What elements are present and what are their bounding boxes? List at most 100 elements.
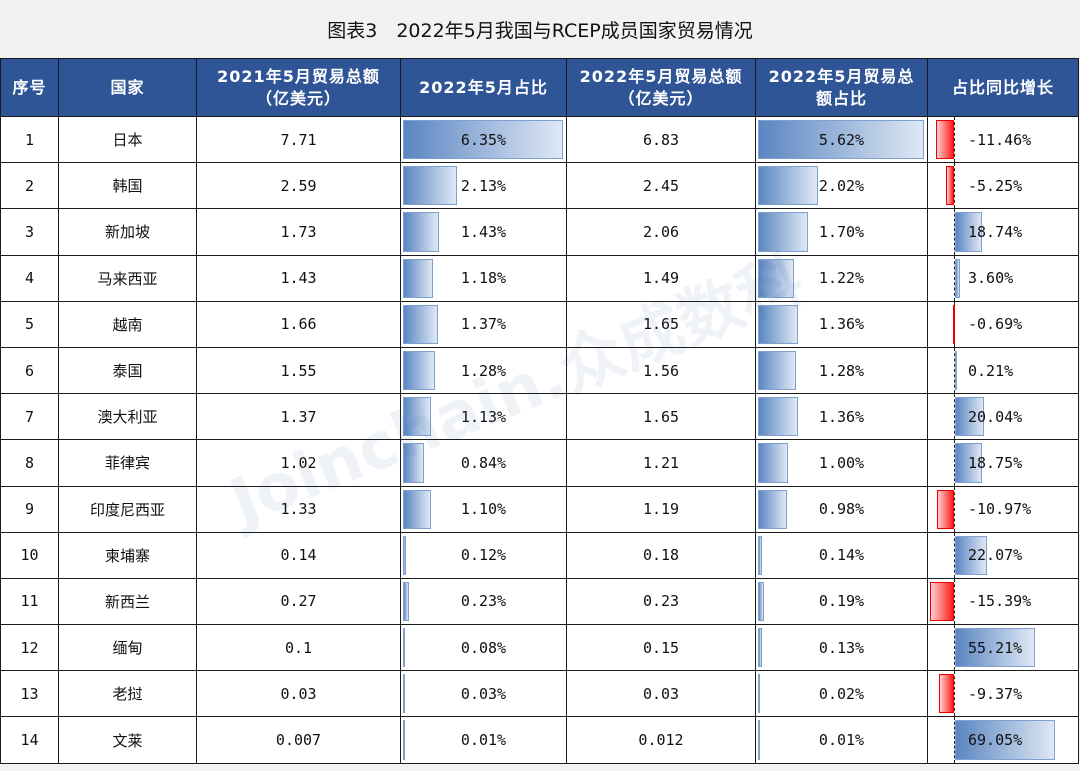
cell-value: 0.21% <box>968 361 1014 380</box>
cell-value: 1.37% <box>460 315 507 334</box>
cell-value: 6.83 <box>642 130 680 149</box>
table-cell: 9 <box>0 485 59 533</box>
table-cell: 2.59 <box>196 162 401 210</box>
cell-value: 1.70% <box>818 222 865 241</box>
table-cell: 1.22% <box>755 254 928 302</box>
cell-value: 韩国 <box>112 177 143 196</box>
bar-axis <box>954 532 955 578</box>
table-cell: 1.55 <box>196 346 401 395</box>
table-row: 8 菲律宾 1.02 0.84% 1.21 1.00% 18.75% <box>0 439 1079 487</box>
cell-value: -10.97% <box>968 500 1032 519</box>
table-cell: 3.60% <box>927 254 1079 302</box>
cell-value: 越南 <box>112 315 143 334</box>
cell-value: 7 <box>24 407 35 426</box>
data-bar <box>403 674 405 714</box>
table-cell: 1.13% <box>400 393 567 441</box>
table-cell: 6.83 <box>566 115 756 164</box>
data-bar <box>758 397 799 437</box>
cell-value: 0.84% <box>460 453 507 472</box>
table-cell: 0.12% <box>400 531 567 579</box>
bar-axis <box>954 625 955 671</box>
table-cell: 1.10% <box>400 485 567 533</box>
table-cell: 0.08% <box>400 624 567 672</box>
table-cell: 0.21% <box>927 346 1079 395</box>
table-cell: 1.37% <box>400 300 567 348</box>
data-bar <box>758 535 763 575</box>
cell-value: 2 <box>24 176 35 195</box>
cell-value: 1.43 <box>280 269 317 288</box>
cell-value: 69.05% <box>968 731 1023 750</box>
cell-value: 2.02% <box>818 176 865 195</box>
cell-value: 5 <box>24 315 35 334</box>
cell-value: 3 <box>24 222 35 241</box>
cell-value: 1.73 <box>280 222 317 241</box>
table-cell: 6.35% <box>400 115 567 164</box>
table-cell: 11 <box>0 577 59 626</box>
negative-bar <box>952 304 955 344</box>
cell-value: 0.01% <box>818 731 865 750</box>
table-cell: 1.73 <box>196 208 401 256</box>
data-bar <box>403 628 406 668</box>
bar-axis <box>954 394 955 440</box>
cell-value: 1.28% <box>460 361 507 380</box>
table-cell: 13 <box>0 670 59 718</box>
negative-bar <box>945 166 954 206</box>
cell-value: 1.02 <box>280 453 317 472</box>
table-cell: -15.39% <box>927 577 1079 626</box>
bar-axis <box>954 671 955 717</box>
table-cell: 0.012 <box>566 716 756 764</box>
negative-bar <box>930 581 954 622</box>
table-cell: 1.66 <box>196 300 401 348</box>
table-cell: 2.13% <box>400 162 567 210</box>
cell-value: 3.60% <box>968 269 1014 288</box>
table-cell: 澳大利亚 <box>58 393 197 441</box>
cell-value: 1.21 <box>642 453 680 472</box>
data-bar <box>758 166 818 206</box>
cell-value: 9 <box>24 500 35 519</box>
table-row: 7 澳大利亚 1.37 1.13% 1.65 1.36% 20.04% <box>0 393 1079 441</box>
table-cell: 1.65 <box>566 300 756 348</box>
cell-value: 0.23% <box>460 592 507 611</box>
bar-axis <box>954 486 955 532</box>
table-cell: -9.37% <box>927 670 1079 718</box>
table-cell: 0.18 <box>566 531 756 579</box>
data-bar <box>403 120 563 160</box>
table-row: 12 缅甸 0.1 0.08% 0.15 0.13% 55.21% <box>0 624 1079 672</box>
table-cell: 0.15 <box>566 624 756 672</box>
data-bar <box>758 628 762 668</box>
table-cell: 韩国 <box>58 162 197 210</box>
cell-value: 2.13% <box>460 176 507 195</box>
table-cell: 20.04% <box>927 393 1079 441</box>
table-cell: 18.75% <box>927 439 1079 487</box>
negative-bar <box>936 489 954 529</box>
table-cell: 泰国 <box>58 346 197 395</box>
data-bar <box>403 304 438 344</box>
cell-value: 1.55 <box>280 361 317 380</box>
cell-value: 10 <box>20 546 39 565</box>
data-bar <box>758 489 787 529</box>
cell-value: -5.25% <box>968 176 1023 195</box>
cell-value: 1.33 <box>280 500 317 519</box>
cell-value: 1.66 <box>280 315 317 334</box>
cell-value: 泰国 <box>112 362 143 381</box>
data-bar <box>758 120 924 160</box>
table-cell: 1.43 <box>196 254 401 302</box>
table-cell: 8 <box>0 439 59 487</box>
data-bar <box>758 720 760 760</box>
table-cell: 马来西亚 <box>58 254 197 302</box>
data-bar <box>403 535 407 575</box>
table-cell: 0.19% <box>755 577 928 626</box>
cell-value: 0.14% <box>818 546 865 565</box>
table-row: 2 韩国 2.59 2.13% 2.45 2.02% -5.25% <box>0 162 1079 210</box>
table-cell: 1.36% <box>755 300 928 348</box>
cell-value: 文莱 <box>112 731 143 750</box>
cell-value: 1.10% <box>460 500 507 519</box>
cell-value: 6.35% <box>460 130 507 149</box>
cell-value: 1.36% <box>818 315 865 334</box>
cell-value: 5.62% <box>818 130 865 149</box>
data-bar <box>758 304 799 344</box>
table-cell: -5.25% <box>927 162 1079 210</box>
data-bar <box>758 212 809 252</box>
table-cell: 7 <box>0 393 59 441</box>
cell-value: 8 <box>24 453 35 472</box>
